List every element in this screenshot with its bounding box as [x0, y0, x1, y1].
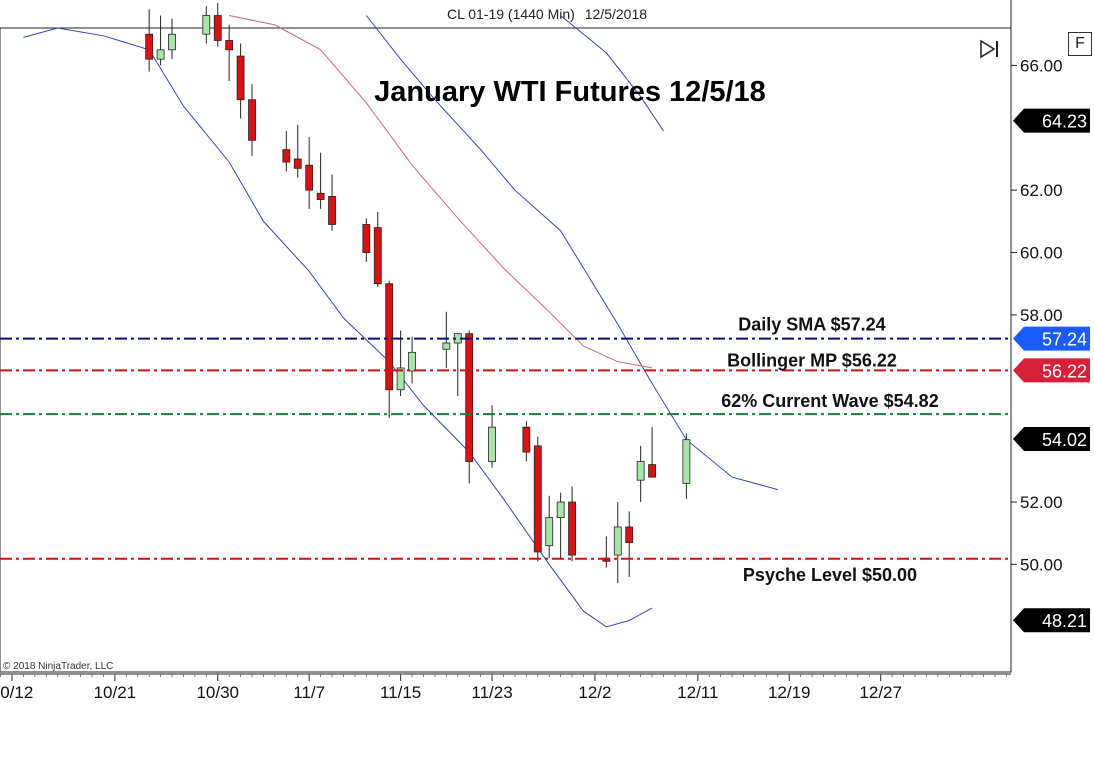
price-tag: 48.21	[1013, 608, 1090, 633]
down-candle	[236, 55, 245, 101]
x-tick-label: 11/7	[293, 683, 325, 702]
x-tick-label: 11/15	[380, 683, 421, 702]
chart-header: CL 01-19 (1440 Min) 12/5/2018	[0, 0, 1094, 28]
down-candle	[522, 426, 531, 453]
down-candle	[568, 501, 576, 556]
down-candle	[385, 283, 394, 391]
x-tick-label: 12/11	[677, 683, 718, 702]
price-tag-text: 56.22	[1042, 361, 1087, 381]
x-tick-label: 12/19	[768, 683, 811, 702]
x-tick-label: 10/12	[0, 683, 33, 702]
psyche-label: Psyche Level $50.00	[743, 565, 917, 585]
down-candle	[465, 333, 474, 462]
y-tick-label: 62.00	[1020, 181, 1063, 200]
down-candle	[362, 224, 371, 253]
price-tag-shape	[1013, 427, 1090, 452]
up-candle	[556, 501, 565, 519]
y-tick-label: 52.00	[1020, 493, 1063, 512]
up-candle	[545, 517, 554, 547]
play-to-end-icon[interactable]	[979, 38, 1003, 60]
price-tag-text: 64.23	[1042, 112, 1087, 132]
chart-title: January WTI Futures 12/5/18	[374, 76, 766, 108]
y-tick-label: 60.00	[1020, 244, 1063, 263]
y-tick-label: 58.00	[1020, 306, 1063, 325]
up-candle	[156, 49, 165, 60]
wave-62-label: 62% Current Wave $54.82	[721, 391, 938, 411]
down-candle	[213, 15, 222, 41]
down-candle	[328, 196, 336, 225]
up-candle	[396, 367, 405, 391]
down-candle	[625, 526, 634, 543]
up-candle	[408, 351, 416, 372]
x-tick-label: 12/2	[578, 683, 611, 702]
bollinger-mid-price-tag: 56.22	[1013, 358, 1090, 383]
x-tick-label: 10/30	[196, 683, 239, 702]
down-candle	[316, 192, 325, 200]
price-tag-shape	[1013, 108, 1090, 133]
up-candle	[636, 461, 645, 481]
y-tick-label: 50.00	[1020, 555, 1063, 574]
down-candle	[145, 33, 154, 60]
down-candle	[225, 40, 234, 51]
x-tick-label: 12/27	[859, 683, 902, 702]
up-candle	[168, 33, 176, 51]
bollinger-lower-line	[23, 27, 653, 628]
price-tag-shape	[1013, 326, 1090, 351]
bollinger-mid-label: Bollinger MP $56.22	[727, 350, 897, 370]
x-tick-label: 10/21	[94, 683, 137, 702]
price-tag-text: 54.02	[1042, 430, 1087, 450]
f-button[interactable]: F	[1068, 32, 1092, 56]
down-candle	[248, 99, 256, 141]
price-tag-shape	[1013, 358, 1090, 383]
down-candle	[282, 149, 291, 163]
price-tag-text: 48.21	[1042, 611, 1087, 631]
price-tag-shape	[1013, 608, 1090, 633]
bollinger-middle-line	[229, 15, 653, 369]
down-candle	[533, 445, 542, 553]
y-tick-label: 66.00	[1020, 56, 1063, 75]
sma-price-tag: 57.24	[1013, 326, 1090, 351]
copyright-text: © 2018 NinjaTrader, LLC	[3, 661, 113, 672]
up-candle	[488, 426, 496, 462]
up-candle	[682, 439, 691, 484]
down-candle	[293, 158, 302, 169]
up-candle	[613, 526, 622, 556]
bollinger-upper-line	[365, 15, 778, 491]
up-candle	[442, 342, 451, 350]
down-candle	[373, 227, 382, 285]
price-tag: 64.23	[1013, 108, 1090, 133]
instrument-label: CL 01-19 (1440 Min)	[446, 6, 575, 22]
header-date: 12/5/2018	[584, 6, 648, 22]
up-candle	[202, 15, 211, 35]
bollinger-outer-line	[560, 15, 664, 132]
down-candle	[305, 164, 314, 191]
down-candle	[648, 464, 656, 478]
x-tick-label: 11/23	[471, 683, 512, 702]
price-tag-text: 57.24	[1042, 330, 1087, 350]
price-tag: 54.02	[1013, 427, 1090, 452]
sma-label: Daily SMA $57.24	[738, 315, 885, 335]
